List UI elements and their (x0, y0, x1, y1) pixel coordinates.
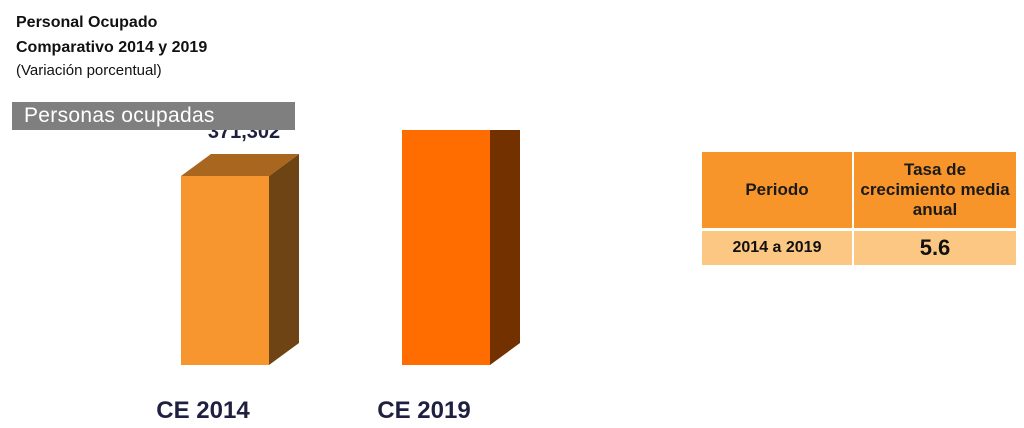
growth-rate-table: Periodo Tasa de crecimiento media anual … (700, 149, 1018, 268)
chart-note: (Variación porcentual) (16, 62, 162, 79)
category-label: CE 2014 (156, 397, 250, 424)
bar-front-0 (181, 175, 269, 365)
cell-period: 2014 a 2019 (702, 231, 852, 265)
section-header: Personas ocupadas (12, 102, 295, 130)
category-label: CE 2019 (377, 397, 470, 424)
bar-side-1 (490, 130, 520, 365)
data-label: 371,302 (208, 130, 280, 143)
title-block: Personal Ocupado Comparativo 2014 y 2019… (16, 10, 207, 82)
table-row: 2014 a 2019 5.6 (702, 231, 1016, 265)
header-tasa: Tasa de crecimiento media anual (854, 152, 1016, 228)
chart-subtitle: Comparativo 2014 y 2019 (16, 39, 208, 56)
table-header-row: Periodo Tasa de crecimiento media anual (702, 152, 1016, 228)
bar-top-0 (181, 153, 299, 176)
bar-side-0 (269, 153, 299, 365)
chart-title: Personal Ocupado (16, 14, 158, 31)
header-periodo: Periodo (702, 152, 852, 228)
bar-front-1 (402, 130, 490, 365)
cell-rate: 5.6 (854, 231, 1016, 265)
